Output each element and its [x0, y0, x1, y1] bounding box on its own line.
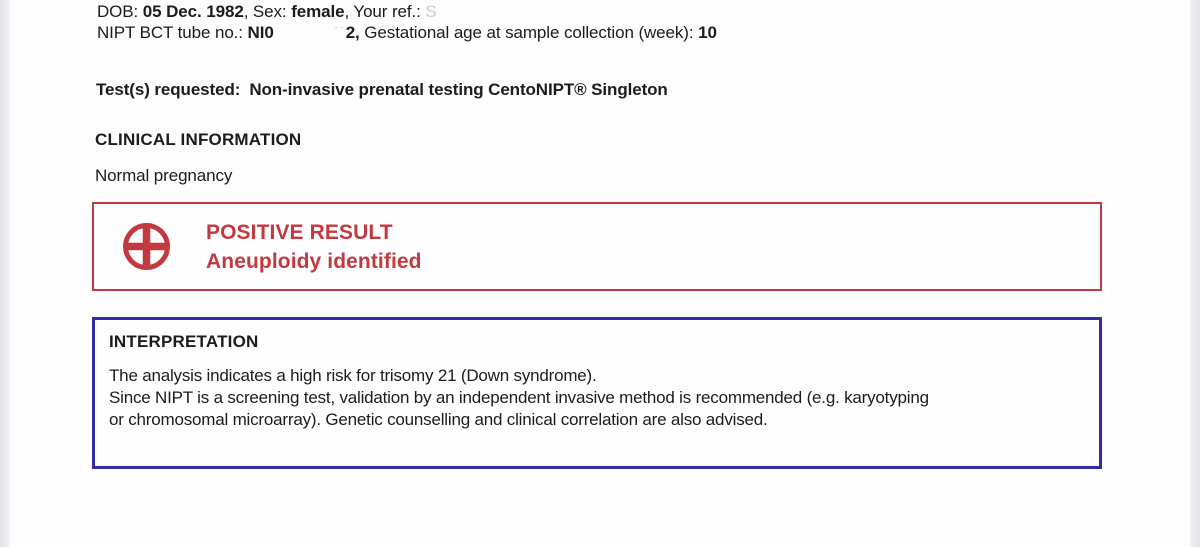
report-page: DOB: 05 Dec. 1982, Sex: female, Your ref…	[10, 0, 1190, 547]
positive-result-text: POSITIVE RESULT Aneuploidy identified	[206, 218, 422, 276]
tube-no-prefix: NI0	[247, 23, 274, 42]
tube-no-suffix: 2,	[345, 23, 360, 42]
clinical-information-text: Normal pregnancy	[95, 166, 233, 185]
test-requested-value: Non-invasive prenatal testing CentoNIPT®…	[249, 80, 668, 99]
tube-no-label: NIPT BCT tube no.:	[97, 23, 248, 42]
interpretation-line-2: Since NIPT is a screening test, validati…	[109, 388, 929, 407]
interpretation-heading: INTERPRETATION	[109, 332, 259, 351]
interpretation-line-1: The analysis indicates a high risk for t…	[109, 366, 597, 385]
positive-result-subtitle: Aneuploidy identified	[206, 249, 422, 273]
patient-line-tube-gestation: NIPT BCT tube no.: NI0 ˆˆ2, Gestational a…	[97, 22, 717, 43]
circle-plus-icon	[123, 223, 170, 270]
interpretation-box: INTERPRETATION The analysis indicates a …	[92, 317, 1102, 469]
positive-result-box: POSITIVE RESULT Aneuploidy identified	[92, 202, 1102, 291]
your-ref-value-redacted: S	[425, 2, 437, 21]
clinical-information-heading: CLINICAL INFORMATION	[95, 130, 302, 149]
gestational-age-label: Gestational age at sample collection (we…	[359, 23, 699, 42]
positive-result-title: POSITIVE RESULT	[206, 220, 393, 244]
your-ref-label: , Your ref.:	[344, 2, 426, 21]
tube-no-redacted-gap: ˆˆ	[334, 26, 346, 38]
sex-label: , Sex:	[243, 2, 292, 21]
interpretation-line-3: or chromosomal microarray). Genetic coun…	[109, 410, 768, 429]
patient-line-dob-sex-ref: DOB: 05 Dec. 1982, Sex: female, Your ref…	[97, 1, 437, 22]
gestational-age-value: 10	[698, 23, 717, 42]
test-requested-label: Test(s) requested:	[96, 80, 241, 99]
test-requested-line: Test(s) requested: Non-invasive prenatal …	[96, 79, 668, 100]
sex-value: female	[291, 2, 345, 21]
dob-label: DOB:	[97, 2, 143, 21]
dob-value: 05 Dec. 1982	[142, 2, 244, 21]
